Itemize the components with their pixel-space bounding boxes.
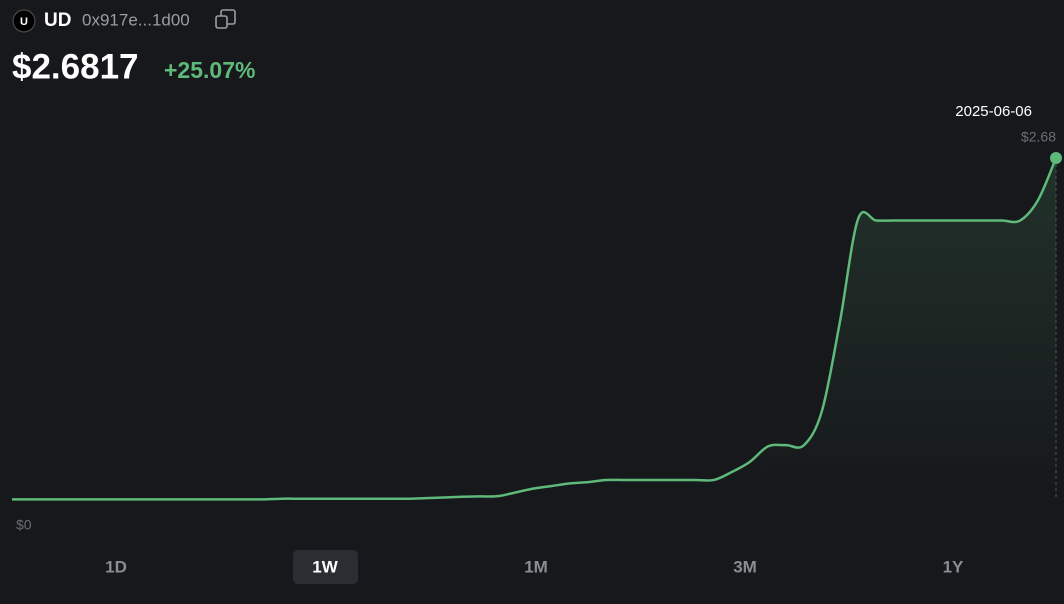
range-label: 1M <box>524 557 548 576</box>
range-label: 1W <box>312 557 338 576</box>
range-button-bg <box>293 550 358 584</box>
token-address: 0x917e...1d00 <box>82 10 190 29</box>
range-button[interactable]: 3M <box>733 557 757 576</box>
last-date: 2025-06-06 <box>955 103 1032 120</box>
y-tick-label: $2.68 <box>1021 129 1056 145</box>
range-button[interactable]: 1W <box>293 550 358 584</box>
token-symbol: UD <box>44 10 71 31</box>
range-label: 1Y <box>943 557 964 576</box>
token-icon-letter: U <box>20 16 28 28</box>
area <box>12 158 1056 500</box>
range-label: 1D <box>105 557 127 576</box>
price-change: +25.07% <box>164 57 255 83</box>
y-tick-label: $0 <box>16 517 32 533</box>
token-icon <box>12 9 36 33</box>
range-button[interactable]: 1Y <box>943 557 964 576</box>
price: $2.6817 <box>12 47 139 86</box>
range-button[interactable]: 1D <box>105 557 127 576</box>
price-line <box>12 157 1058 501</box>
copy-button[interactable] <box>215 9 236 29</box>
range-button[interactable]: 1M <box>524 557 548 576</box>
chart: $0 $2.68 2025-06-06 <box>12 103 1062 533</box>
last-point <box>1050 152 1062 164</box>
range-label: 3M <box>733 557 757 576</box>
